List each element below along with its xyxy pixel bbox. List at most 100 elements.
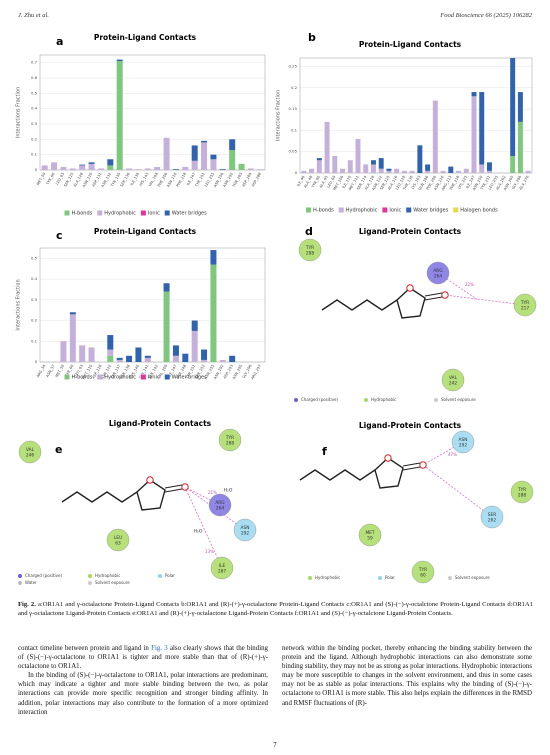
oxygen [441,291,449,299]
x-tick-label: SER_252 [194,364,205,380]
residue-node [18,440,42,464]
x-tick-label: ASN_210 [433,174,445,191]
bar-segment [107,355,114,362]
y-tick-label: 0.1 [291,127,298,132]
legend-swatch [97,210,103,216]
bar-segment [456,170,462,173]
legend-dot [18,581,22,585]
legend-swatch [406,207,412,213]
residue-node [218,428,242,452]
x-tick-label: ASP_284 [241,171,253,187]
legend-swatch [306,207,311,213]
bar-segment [517,92,523,122]
x-tick-label: ASN_122 [371,175,383,191]
bar-segment [448,166,454,173]
y-axis-label: Interactions Fraction [16,279,22,330]
text: contact timeline between protein and lig… [18,645,152,652]
x-tick-label: TYR_60 [64,363,75,378]
residue-name: TYR [305,245,314,251]
bar-segment [79,164,86,166]
carbonyl [424,296,443,301]
y-tick-label: 0.25 [289,64,298,69]
residue-name: TYR [520,300,529,306]
figure-link[interactable]: Fig. 3 [151,645,168,652]
oxygen [181,483,189,491]
residue-number: 217 [521,306,529,312]
carbonyl [164,488,183,493]
bar-segment [463,168,469,173]
y-tick-label: 0.1 [31,152,38,157]
bar-segment [144,168,151,170]
legend-label: Hydrophobic [371,397,396,402]
interaction-line [184,486,223,569]
legend-swatch [140,210,146,216]
bar-segment [257,169,264,170]
bar-segment [332,155,338,173]
x-tick-label: MET_106 [333,174,345,191]
x-tick-label: PHE_218 [176,171,188,187]
bar-segment [191,145,198,161]
column-left: contact timeline between protein and lig… [18,644,268,717]
x-tick-label: SER_125 [63,172,74,188]
chart-title: Protein-Ligand Contacts [359,40,462,49]
legend-swatch [97,374,103,380]
residue-node [233,518,257,542]
y-tick-label: 0.5 [31,255,38,260]
y-tick-label: 0.5 [31,90,38,95]
bar-segment [238,163,245,170]
residue-number: 264 [434,274,442,280]
x-tick-label: PHE_206 [157,171,169,187]
ligand-ring [396,287,426,319]
bar-segment [116,357,123,360]
x-tick-label: TYR_251 [194,172,206,188]
legend-label: Ionic [389,208,401,214]
residue-node [451,430,475,454]
bar-segment [163,291,170,362]
bar-segment [107,335,114,350]
residue-number: 292 [459,443,467,449]
legend-swatch [64,210,70,216]
x-tick-label: GLN_186 [418,174,430,191]
x-tick-label: VAL_209 [157,363,168,379]
x-tick-label: LEU_129 [395,174,407,190]
bar-segment [486,170,492,173]
legend-swatch [164,210,170,216]
bar-segment [247,168,254,170]
x-tick-label: ILE_46 [296,174,306,187]
y-tick-label: 0 [35,167,38,172]
bar-segment [363,164,369,173]
carbonyl [402,466,421,471]
bar-segment [172,355,179,362]
x-tick-label: LEU_69 [326,174,336,188]
panel-label: f [322,445,327,458]
y-tick-label: 0.7 [31,60,38,65]
x-tick-label: ALA_65 [319,175,329,189]
bar-segment [417,145,423,173]
residue-node [358,523,382,547]
x-tick-label: ILE_139 [130,171,141,186]
chart-title: Protein-Ligand Contacts [94,227,197,236]
bar-segment [191,320,198,331]
x-tick-label: MET_111 [348,175,360,191]
x-tick-label: TYR_135 [110,172,122,188]
x-tick-label: ASP_288 [251,171,263,187]
residue-number: 63 [115,541,121,547]
x-tick-label: ILE_110 [342,174,353,189]
ligand-chain [321,299,398,311]
x-tick-label: ARG_34 [36,363,47,378]
residue-number: 288 [226,441,234,447]
legend-swatch [453,207,459,213]
residue-name: ASN [241,525,250,531]
x-tick-label: ALA_270 [519,174,531,190]
edge-label: 21% [208,490,217,495]
x-tick-label: ARG_213 [441,175,453,191]
interaction-line [184,486,221,506]
ligand-chain [61,491,138,503]
bar-segment [88,347,95,362]
x-tick-label: ASN_129 [82,171,94,188]
bar-segment [370,160,376,165]
residue-number: 288 [518,493,526,499]
bar-segment [316,158,322,161]
y-tick-label: 0.4 [31,106,38,111]
legend-label: Water [25,580,37,585]
